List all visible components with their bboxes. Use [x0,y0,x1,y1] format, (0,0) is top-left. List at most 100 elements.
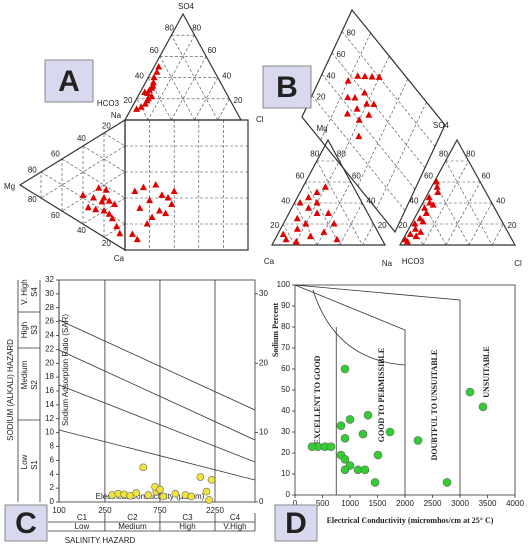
grid-line [331,52,426,168]
tick-label: 60 [150,46,159,55]
grid-line [491,223,504,246]
grid-line [445,181,481,246]
y-tick-label: 30 [281,427,290,436]
data-point [355,132,363,140]
data-point [202,487,211,496]
data-point [307,442,317,452]
sodium-code: S3 [30,325,39,335]
data-point [149,82,157,89]
grid-line [147,35,195,121]
salinity-code: C2 [127,513,138,522]
data-point [158,191,166,198]
y-tick-label: 18 [45,372,54,381]
data-point [302,220,310,227]
grid-line [321,74,416,190]
data-point [128,230,136,237]
data-point [358,429,368,439]
data-point [131,187,139,194]
grid-line [171,35,219,121]
data-point [84,203,92,211]
x-axis-title: Electrical Conductivity (micromhos/cm at… [327,516,494,525]
data-point [370,478,380,487]
x-axis-bottom-title: SALINITY HAZARD [65,536,136,545]
data-point [340,433,350,443]
data-point [152,181,160,188]
data-point [361,72,369,80]
y-tick-label: 30 [45,289,54,298]
data-point [293,225,301,232]
tick-label: 80 [28,195,37,204]
panel-label: B [276,71,298,104]
tick-label: 80 [310,149,319,158]
grid-line [282,223,295,246]
sodium-class: Low [20,454,29,469]
tick-label: 20 [508,221,517,230]
data-point [365,111,373,118]
data-point [360,465,370,475]
data-point [95,184,103,191]
panel-label-box [44,59,94,103]
x-tick-label: 750 [153,506,167,515]
data-point [139,463,148,472]
grid-line [61,158,126,199]
y-tick-label: 2 [50,483,55,492]
data-point [92,205,100,213]
salinity-code: C3 [182,513,193,522]
data-point [171,489,180,498]
grid-line [320,32,371,141]
data-point [155,63,163,70]
tick-label: 60 [295,172,304,181]
grid-line [362,223,374,246]
data-point [136,204,144,211]
data-point [306,232,314,240]
data-point [79,191,87,198]
tick-label: 80 [28,165,37,174]
data-point [421,204,429,211]
tick-label: 60 [424,172,433,181]
grid-line [194,77,219,121]
data-point [313,188,321,195]
grid-line [171,56,207,121]
tick-label: 40 [222,71,231,80]
y-tick-label: 0 [50,497,55,506]
panel-label: A [58,65,80,98]
axis-label: Mg [4,182,15,191]
y2-tick-label: 0 [259,497,264,506]
tick-label: 60 [481,172,490,181]
axis-label: SO4 [433,121,450,130]
y-axis-inner-title: Sodium Adsorption Ratio (SAR) [61,314,70,426]
data-point [313,199,321,206]
grid-line [433,181,470,246]
tick-label: 40 [327,71,336,80]
y-tick-label: 60 [281,364,290,373]
data-point [426,199,434,206]
region-label: GOOD TO PERMISSIBLE [377,348,386,442]
data-point [164,194,172,201]
tick-label: 80 [466,149,475,158]
triangle [18,118,126,252]
data-point [326,442,336,452]
axis-label: HCO3 [97,99,120,108]
data-point [373,450,383,460]
hazard-line [58,319,256,411]
data-point [105,210,113,217]
y-tick-label: 90 [281,301,290,310]
data-point [155,207,163,214]
class-boundary [294,284,461,495]
data-point [100,207,108,214]
y-tick-label: 12 [45,414,54,423]
tick-label: 20 [270,221,279,230]
data-point [330,220,338,227]
data-point [162,209,170,217]
panel-label-box [274,504,318,542]
data-point [355,116,363,123]
data-point [137,103,145,110]
grid-line [103,223,126,238]
data-point [403,237,411,245]
tick-label: 20 [317,93,326,102]
axis-label: SO4 [178,2,195,11]
grid-line [82,145,126,173]
y-axis-title: SODIUM (ALKALI) HAZARD [6,339,15,441]
data-point [143,220,151,227]
